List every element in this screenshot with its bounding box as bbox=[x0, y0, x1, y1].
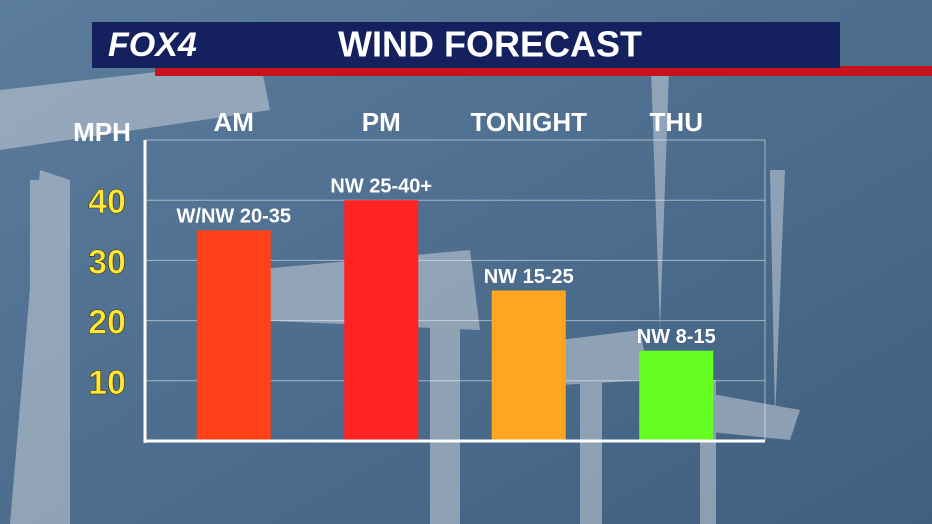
turbines bbox=[0, 40, 800, 524]
x-tick-label: PM bbox=[362, 107, 401, 137]
value-label: W/NW 20-35 bbox=[177, 206, 291, 228]
y-tick-label: 40 bbox=[88, 183, 126, 221]
x-tick-label: THU bbox=[650, 107, 703, 137]
y-tick-label: 20 bbox=[88, 304, 126, 342]
header-stripe bbox=[155, 66, 932, 76]
y-axis-label: MPH bbox=[73, 117, 131, 147]
x-tick-label: TONIGHT bbox=[470, 107, 587, 137]
x-tick-label: AM bbox=[214, 107, 254, 137]
bar bbox=[196, 230, 271, 441]
bar bbox=[344, 200, 419, 441]
value-label: NW 15-25 bbox=[484, 266, 574, 288]
bar bbox=[639, 350, 714, 441]
y-tick-label: 10 bbox=[88, 364, 126, 402]
chart-title: WIND FORECAST bbox=[338, 24, 642, 65]
header-bar bbox=[92, 22, 840, 68]
bar bbox=[491, 290, 566, 441]
value-label: NW 25-40+ bbox=[330, 175, 432, 197]
value-label: NW 8-15 bbox=[637, 326, 716, 348]
logo: FOX4 bbox=[108, 26, 197, 64]
y-tick-label: 30 bbox=[88, 243, 126, 281]
